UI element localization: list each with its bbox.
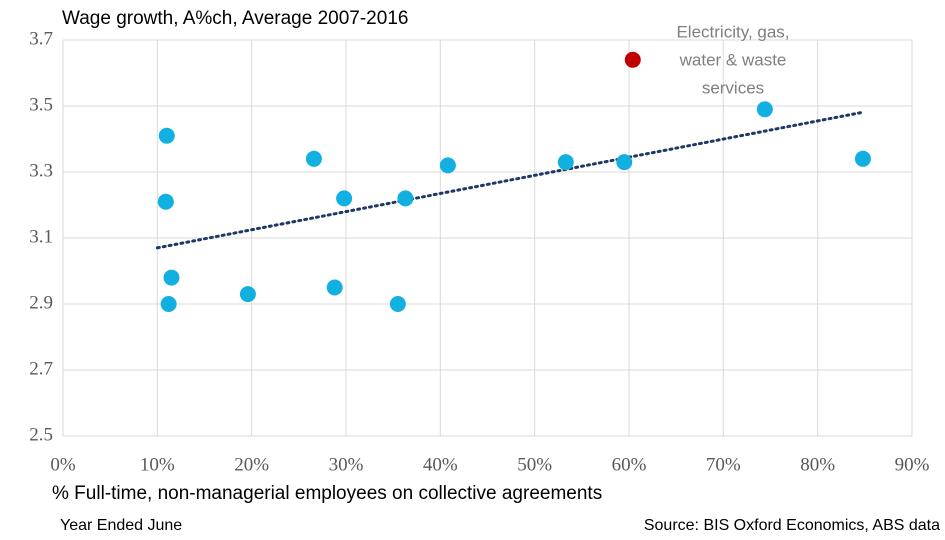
point	[397, 190, 414, 207]
point	[160, 296, 177, 312]
x-tick-label: 60%	[612, 454, 647, 475]
y-tick-label: 3.5	[29, 94, 53, 115]
point	[557, 154, 574, 171]
annotation: water & waste	[679, 50, 787, 69]
point	[439, 157, 456, 174]
x-tick-label: 50%	[517, 454, 552, 475]
y-tick-label: 2.9	[29, 292, 53, 313]
x-tick-label: 70%	[706, 454, 741, 475]
point	[389, 296, 406, 312]
y-tick-label: 3.3	[29, 160, 53, 181]
annotation: Electricity, gas,	[676, 22, 789, 41]
x-tick-label: 80%	[800, 454, 835, 475]
x-axis-title: % Full-time, non-managerial employees on…	[52, 483, 602, 504]
point	[158, 127, 175, 144]
x-tick-label: 0%	[50, 454, 76, 475]
point	[854, 150, 871, 167]
x-tick-label: 40%	[423, 454, 458, 475]
point	[163, 269, 180, 286]
point	[756, 101, 773, 118]
point	[624, 51, 641, 68]
point	[616, 154, 633, 171]
y-tick-label: 2.5	[29, 424, 53, 445]
source: Source: BIS Oxford Economics, ABS data	[644, 517, 940, 534]
y-tick-label: 2.7	[29, 358, 53, 379]
chart-title: Wage growth, A%ch, Average 2007-2016	[62, 8, 408, 29]
point	[326, 279, 343, 296]
footnote: Year Ended June	[60, 517, 182, 534]
x-tick-label: 20%	[234, 454, 269, 475]
y-tick-label: 3.7	[29, 28, 53, 49]
x-tick-label: 30%	[329, 454, 364, 475]
annotation: services	[702, 78, 764, 97]
x-tick-label: 10%	[140, 454, 175, 475]
y-tick-label: 3.1	[29, 226, 53, 247]
point	[336, 190, 353, 207]
trendline	[155, 111, 863, 250]
x-tick-label: 90%	[895, 454, 930, 475]
point	[305, 150, 322, 167]
point	[157, 193, 174, 210]
point	[239, 286, 256, 303]
